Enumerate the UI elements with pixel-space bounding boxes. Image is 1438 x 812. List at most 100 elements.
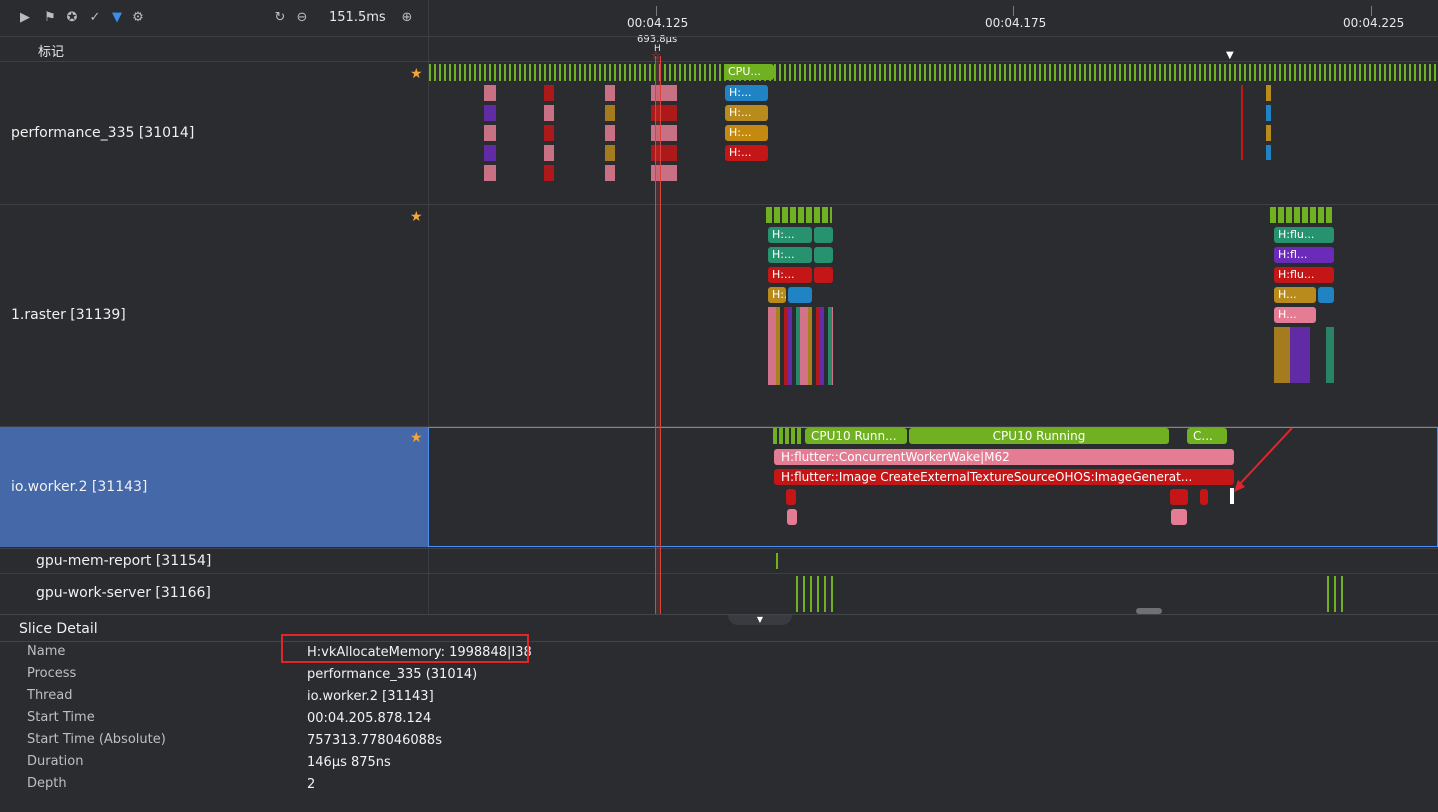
gear-icon[interactable]: ⚙	[132, 10, 144, 25]
play-icon[interactable]: ▶	[20, 10, 30, 25]
slice[interactable]	[786, 489, 796, 505]
slice[interactable]	[788, 287, 812, 303]
detail-label: Thread	[27, 688, 73, 703]
reset-zoom-icon[interactable]: ↻	[274, 10, 286, 25]
slice-h[interactable]: H:...	[725, 145, 768, 161]
slice-concurrent-worker-wake[interactable]: H:flutter::ConcurrentWorkerWake|M62	[774, 449, 1234, 465]
detail-value-process: performance_335 (31014)	[307, 667, 478, 682]
slice-h[interactable]: H:...	[725, 105, 768, 121]
slice[interactable]	[814, 247, 833, 263]
flag-marker-icon[interactable]: ☆	[651, 49, 661, 62]
slice-h[interactable]: H:...	[768, 227, 812, 243]
slice-h[interactable]: H:...	[725, 85, 768, 101]
panel-divider	[0, 641, 1438, 642]
detail-label: Start Time (Absolute)	[27, 732, 166, 747]
slice-cluster	[1327, 576, 1345, 612]
slice-mark	[776, 553, 778, 569]
slice-cluster	[796, 576, 836, 612]
panel-title: Slice Detail	[19, 621, 98, 637]
slice-h[interactable]: H:...	[768, 267, 812, 283]
track-io-worker-name-bg	[0, 427, 428, 547]
slice-h[interactable]: H:flu...	[1274, 267, 1334, 283]
tick-label: 00:04.125	[627, 16, 689, 30]
slice-cpu[interactable]: CPU10 Running	[909, 428, 1169, 444]
slice-h[interactable]: H:...	[725, 125, 768, 141]
slice-cpu[interactable]: CPU...	[724, 64, 774, 80]
slice-h[interactable]: H:...	[768, 287, 786, 303]
name-highlight-box	[281, 634, 529, 663]
slice-h[interactable]: H:...	[768, 247, 812, 263]
slice-cluster	[484, 85, 496, 185]
time-marker-band	[656, 56, 660, 614]
slice[interactable]	[787, 509, 797, 525]
zoom-out-icon[interactable]: ⊖	[296, 10, 308, 25]
slice-cluster	[544, 85, 554, 185]
star-icon[interactable]: ★	[410, 430, 423, 446]
detail-value-start-time-absolute: 757313.778046088s	[307, 733, 442, 748]
tick-line	[1371, 6, 1372, 16]
slice[interactable]	[1170, 489, 1188, 505]
slice-image-create[interactable]: H:flutter::Image CreateExternalTextureSo…	[774, 469, 1234, 485]
slice[interactable]	[1318, 287, 1334, 303]
flag-icon[interactable]: ⚑	[44, 10, 56, 25]
slice-h[interactable]: H:fl...	[1274, 247, 1334, 263]
slice-h[interactable]: H...	[1274, 307, 1316, 323]
slice-cpu[interactable]: C...	[1187, 428, 1227, 444]
slice-cluster	[1274, 327, 1334, 383]
slice[interactable]	[814, 227, 833, 243]
track-name-performance[interactable]: performance_335 [31014]	[11, 125, 195, 141]
slice[interactable]	[814, 267, 833, 283]
slice[interactable]	[1200, 489, 1208, 505]
cpu-state-strip	[429, 64, 1438, 81]
detail-label: Name	[27, 644, 66, 659]
annotation-arrow	[1234, 427, 1293, 492]
track-name-raster[interactable]: 1.raster [31139]	[11, 307, 126, 323]
detail-value-start-time: 00:04.205.878.124	[307, 711, 432, 726]
cpu-state-strip	[766, 207, 832, 223]
checklist-icon[interactable]: ✓	[89, 10, 101, 25]
duration-label: 151.5ms	[329, 10, 386, 25]
detail-label: Depth	[27, 776, 67, 791]
detail-label: Process	[27, 666, 77, 681]
track-performance[interactable]	[0, 62, 1438, 204]
tick-label: 00:04.225	[1343, 16, 1405, 30]
time-ruler[interactable]: 00:04.125 00:04.175 00:04.225 693.8μs	[429, 0, 1438, 45]
marker-letter: H	[654, 44, 661, 54]
slice-cluster	[768, 307, 833, 385]
slice-h[interactable]: H...	[1274, 287, 1316, 303]
tick-line	[656, 6, 657, 16]
track-name-gpu-mem[interactable]: gpu-mem-report [31154]	[36, 553, 212, 569]
cpu-state-strip	[1270, 207, 1334, 223]
slice-cluster	[1266, 85, 1271, 160]
filter-icon[interactable]: ▼	[112, 10, 122, 25]
time-marker-line	[655, 56, 656, 614]
detail-value-depth: 2	[307, 777, 316, 792]
slice-cpu[interactable]: CPU10 Runn...	[805, 428, 907, 444]
marker-row-label: 标记	[38, 45, 65, 60]
slice-detail-panel: ▼ Slice Detail	[0, 614, 1438, 812]
zoom-in-icon[interactable]: ⊕	[401, 10, 413, 25]
slice-mark	[1241, 85, 1243, 160]
track-name-gpu-work[interactable]: gpu-work-server [31166]	[36, 585, 211, 601]
star-icon[interactable]: ★	[410, 66, 423, 82]
slice-vk-allocate-memory[interactable]	[1230, 488, 1234, 504]
settings-globe-icon[interactable]: ✪	[66, 10, 78, 25]
tick-line	[1013, 6, 1014, 16]
star-icon[interactable]: ★	[410, 209, 423, 225]
toolbar: ▶ ⚑ ✪ ✓ ▼ ⚙ ↻ ⊖ 151.5ms ⊕	[0, 0, 428, 36]
slice-cluster	[605, 85, 615, 185]
detail-label: Start Time	[27, 710, 95, 725]
marker-interval-label: 693.8μs	[637, 34, 678, 45]
slice[interactable]	[1171, 509, 1187, 525]
time-marker-line	[660, 56, 661, 614]
horizontal-scrollbar[interactable]	[1136, 608, 1162, 614]
detail-label: Duration	[27, 754, 84, 769]
track-raster[interactable]	[0, 205, 1438, 426]
scroll-marker-icon[interactable]: ▼	[1226, 50, 1234, 61]
tick-label: 00:04.175	[985, 16, 1047, 30]
detail-value-duration: 146μs 875ns	[307, 755, 391, 770]
detail-value-name: H:vkAllocateMemory: 1998848|I38	[307, 645, 532, 660]
panel-collapse-handle[interactable]: ▼	[728, 615, 792, 625]
slice-h[interactable]: H:flu...	[1274, 227, 1334, 243]
track-name-io-worker[interactable]: io.worker.2 [31143]	[11, 479, 148, 495]
